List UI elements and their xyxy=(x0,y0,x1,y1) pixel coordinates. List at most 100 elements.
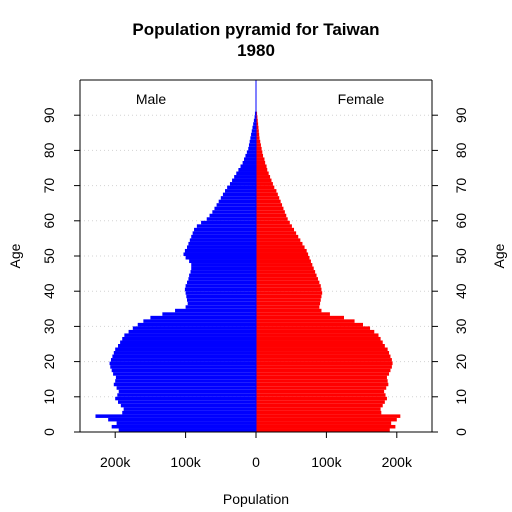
male-bar xyxy=(248,146,256,151)
male-bar xyxy=(188,241,256,246)
female-bar xyxy=(256,396,387,401)
female-bar xyxy=(256,344,385,348)
female-bar xyxy=(256,372,390,376)
male-bar xyxy=(251,129,256,133)
female-bar xyxy=(256,421,392,425)
female-bar xyxy=(256,210,285,214)
legend-female-label: Female xyxy=(338,91,385,107)
male-bar xyxy=(187,298,256,302)
male-bar xyxy=(116,421,256,425)
female-bar xyxy=(256,400,385,404)
female-bar xyxy=(256,322,364,327)
y-tick-label-right: 80 xyxy=(453,142,469,158)
male-bar xyxy=(185,291,256,295)
male-bar xyxy=(150,315,256,320)
female-bar xyxy=(256,118,258,123)
male-bar xyxy=(254,115,256,119)
female-bar xyxy=(256,136,260,140)
y-tick-label-left: 80 xyxy=(41,142,57,158)
male-bar xyxy=(191,266,256,271)
female-bar xyxy=(256,238,301,242)
female-bar xyxy=(256,319,355,323)
male-bar xyxy=(118,400,257,404)
male-bar xyxy=(95,414,256,418)
male-bar xyxy=(229,182,256,186)
male-bar xyxy=(249,139,256,144)
y-axis-title-right: Age xyxy=(491,243,507,268)
male-bar xyxy=(113,351,257,355)
y-tick-label-left: 70 xyxy=(41,178,57,194)
male-bar xyxy=(248,143,256,147)
male-bar xyxy=(113,382,257,387)
female-bar xyxy=(256,196,280,200)
male-bar xyxy=(186,294,256,299)
female-bar xyxy=(256,160,266,165)
female-bar xyxy=(256,217,288,221)
male-bar xyxy=(109,361,257,366)
female-bar xyxy=(256,308,322,313)
male-bar xyxy=(194,227,256,232)
female-bar xyxy=(256,287,322,292)
female-bar xyxy=(256,224,292,228)
male-bar xyxy=(175,308,256,313)
female-bar xyxy=(256,245,305,249)
male-bar xyxy=(192,231,256,235)
male-bar xyxy=(183,252,256,256)
y-tick-label-right: 20 xyxy=(453,354,469,370)
female-bar xyxy=(256,231,297,235)
female-bar xyxy=(256,358,392,362)
female-bar xyxy=(256,234,299,239)
male-bar xyxy=(209,213,256,218)
male-bar xyxy=(201,220,256,225)
female-bar xyxy=(256,284,321,288)
male-bar xyxy=(222,192,256,197)
male-bar xyxy=(189,259,256,264)
female-bar xyxy=(256,428,390,432)
male-bar xyxy=(110,358,256,362)
female-bar xyxy=(256,277,318,281)
female-bar xyxy=(256,273,317,278)
female-bar xyxy=(256,227,295,232)
female-bar xyxy=(256,386,387,390)
male-bar xyxy=(234,175,256,179)
male-bar xyxy=(124,333,257,337)
female-bar xyxy=(256,129,259,133)
female-bar xyxy=(256,410,382,415)
male-bar xyxy=(184,248,256,253)
male-bar xyxy=(190,270,256,274)
y-tick-label-right: 90 xyxy=(453,107,469,123)
male-bar xyxy=(220,196,256,200)
male-bar xyxy=(162,312,256,316)
male-bar xyxy=(187,280,256,285)
female-bar xyxy=(256,389,385,394)
male-bar xyxy=(238,168,256,172)
female-bar xyxy=(256,301,321,306)
female-bar xyxy=(256,171,269,176)
male-bar xyxy=(112,354,256,359)
male-bar xyxy=(196,224,256,228)
male-bar xyxy=(115,396,256,401)
female-bar xyxy=(256,157,265,161)
y-tick-label-left: 10 xyxy=(41,389,57,405)
female-bar xyxy=(256,175,271,179)
female-bar xyxy=(256,351,390,355)
female-bar xyxy=(256,336,381,341)
female-bar xyxy=(256,266,314,271)
female-bar xyxy=(256,125,259,130)
female-bar xyxy=(256,199,281,204)
female-bar xyxy=(256,291,323,295)
female-bar xyxy=(256,354,391,359)
y-tick-label-left: 50 xyxy=(41,248,57,264)
male-bar xyxy=(143,319,256,323)
female-bar xyxy=(256,143,261,147)
female-bar xyxy=(256,326,371,330)
female-bar xyxy=(256,340,383,344)
female-bar xyxy=(256,263,313,267)
male-bar xyxy=(227,185,256,190)
y-tick-label-right: 40 xyxy=(453,283,469,299)
female-bar xyxy=(256,294,322,299)
male-bar xyxy=(185,305,256,309)
female-bar xyxy=(256,206,284,211)
female-bar xyxy=(256,248,307,253)
male-bar xyxy=(123,407,256,411)
